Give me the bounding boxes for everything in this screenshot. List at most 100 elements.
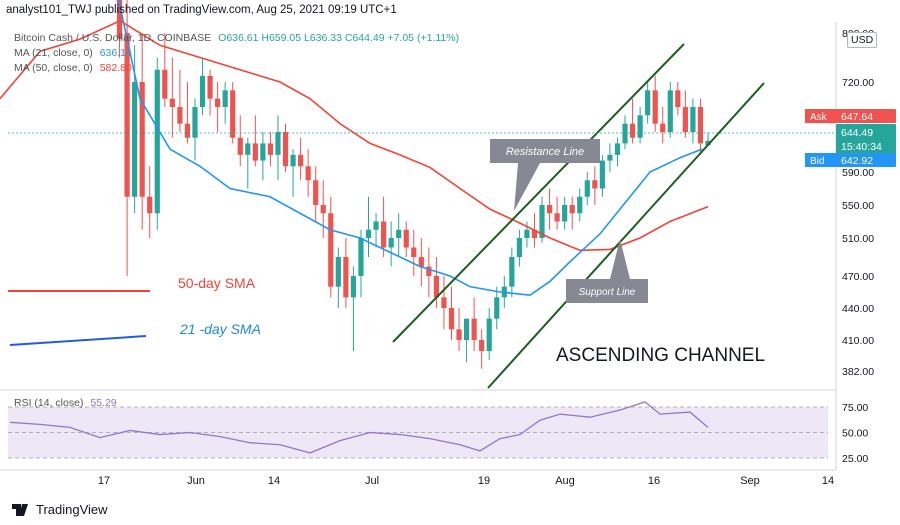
candle — [697, 98, 704, 155]
ask-label-box — [805, 109, 836, 123]
candle-body — [637, 115, 643, 138]
last-price: 644.49 — [841, 127, 873, 139]
candle-body — [222, 90, 228, 107]
candle-body — [645, 90, 651, 116]
sma50-label: 50-day SMA — [178, 275, 256, 291]
candle-body — [509, 257, 515, 287]
candle-body — [139, 82, 145, 197]
ma50-line — [0, 19, 709, 252]
legend-ma50-label: MA (50, close, 0) — [14, 62, 93, 74]
candle — [569, 196, 575, 230]
candle — [343, 238, 349, 308]
candle-body — [313, 180, 319, 205]
y-tick-label: 470.00 — [842, 271, 874, 283]
candle — [577, 188, 583, 222]
x-tick-label: Sep — [740, 475, 760, 487]
x-tick-label: Jun — [187, 475, 205, 487]
candle — [584, 172, 590, 205]
candle-body — [569, 205, 575, 214]
bid-label-box — [805, 153, 836, 167]
legend-ma50-value: 582.80 — [99, 62, 132, 74]
candle-body — [516, 238, 522, 257]
candle-body — [682, 107, 688, 132]
candle — [139, 33, 145, 230]
candle-body — [433, 276, 440, 298]
candle-body — [486, 318, 492, 352]
x-tick-label: 16 — [648, 475, 660, 487]
legend-symbol-name: Bitcoin Cash / U.S. Dollar, 1D, COINBASE — [14, 32, 212, 44]
candle-body — [554, 213, 560, 222]
bid-price: 642.92 — [841, 155, 873, 167]
candle — [539, 196, 545, 243]
candle-body — [524, 229, 530, 238]
tradingview-logo-icon — [12, 503, 32, 522]
last-price-box — [836, 124, 896, 154]
bid-label: Bid — [810, 156, 824, 167]
x-tick-label: 17 — [98, 475, 110, 487]
channel-label: ASCENDING CHANNEL — [556, 345, 765, 366]
candle — [177, 69, 183, 132]
candle — [305, 149, 311, 197]
currency-button[interactable]: USD — [847, 32, 878, 48]
candle — [411, 229, 417, 276]
candle — [448, 286, 455, 340]
candle — [441, 276, 447, 330]
y-tick-label: 550.00 — [842, 200, 874, 212]
rsi-tick-label: 50.00 — [842, 428, 868, 440]
candle — [116, 0, 123, 58]
resistance-callout-label: Resistance Line — [506, 146, 584, 158]
bid-price-box — [836, 153, 896, 167]
candle-body — [298, 154, 304, 167]
candle — [396, 213, 402, 257]
candle-body — [705, 140, 711, 146]
candle-body — [335, 257, 341, 287]
candle — [486, 308, 492, 360]
legend-rsi-label: RSI (14, close) — [14, 397, 84, 409]
candle — [267, 132, 274, 167]
candle-body — [546, 205, 553, 214]
candle-body — [562, 205, 568, 222]
candle — [373, 213, 379, 248]
legend-symbol: Bitcoin Cash / U.S. Dollar, 1D, COINBASE… — [14, 32, 459, 44]
candle-body — [350, 276, 357, 298]
candle — [433, 257, 440, 308]
candle-body — [260, 143, 266, 161]
tradingview-brand[interactable]: TradingView — [12, 502, 108, 522]
candle — [275, 115, 281, 181]
ma21-line — [117, 0, 703, 297]
candle — [245, 137, 251, 189]
candle-body — [388, 238, 394, 248]
candle — [690, 98, 696, 144]
candle — [667, 82, 673, 138]
candle-body — [290, 154, 296, 167]
rsi-line — [9, 401, 709, 454]
candle — [260, 132, 266, 181]
candle-body — [215, 98, 221, 107]
candle-body — [411, 247, 417, 257]
y-tick-label: 440.00 — [842, 303, 874, 315]
ask-price-box — [836, 109, 896, 123]
candle-body — [275, 132, 281, 155]
candle-body — [660, 123, 666, 132]
brand-name: TradingView — [36, 502, 108, 517]
support-callout-box — [566, 239, 648, 303]
candle — [554, 196, 560, 230]
candle — [705, 132, 711, 146]
candle-body — [463, 318, 470, 340]
candle-body — [494, 297, 500, 319]
candle — [252, 115, 258, 167]
candle — [199, 57, 206, 116]
candle-body — [230, 90, 236, 138]
candle-body — [245, 143, 251, 155]
candle-body — [154, 69, 160, 214]
candle — [298, 137, 304, 181]
candle — [358, 229, 364, 298]
candle-body — [577, 196, 583, 214]
candle-body — [607, 154, 613, 161]
candle-body — [147, 196, 153, 214]
resistance-callout-box — [490, 139, 600, 211]
candle — [607, 143, 613, 172]
support-line — [487, 82, 765, 389]
